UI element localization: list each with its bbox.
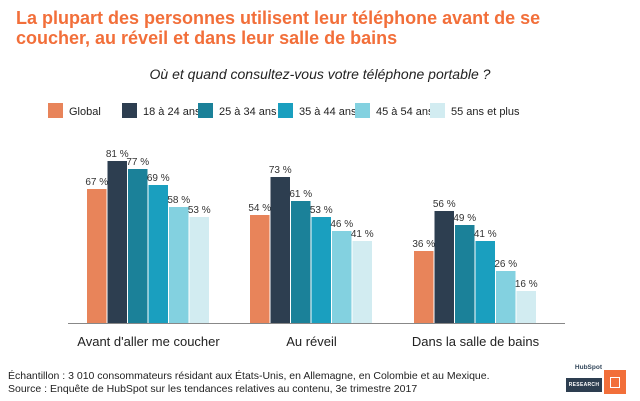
hubspot-research-logo: HubSpot RESEARCH: [566, 364, 626, 396]
bar: [107, 161, 127, 323]
legend-swatch: [122, 103, 137, 118]
legend-swatch: [278, 103, 293, 118]
legend-swatch: [198, 103, 213, 118]
bar: [311, 217, 331, 323]
chart-title: La plupart des personnes utilisent leur …: [16, 8, 541, 48]
bar: [516, 291, 536, 323]
bar: [189, 217, 209, 323]
bar-value-label: 26 %: [494, 259, 517, 270]
category-label: Au réveil: [286, 334, 337, 349]
bar-value-label: 16 %: [515, 279, 538, 290]
bar-value-label: 36 %: [412, 239, 435, 250]
chart-subtitle: Où et quand consultez-vous votre télépho…: [149, 66, 491, 82]
bar: [434, 211, 454, 323]
bar-value-label: 54 %: [248, 203, 271, 214]
category-label: Avant d'aller me coucher: [77, 334, 220, 349]
bar: [496, 271, 516, 323]
legend-swatch: [355, 103, 370, 118]
bar: [169, 207, 189, 323]
bar-value-label: 49 %: [453, 213, 476, 224]
bar: [87, 189, 107, 323]
bar-value-label: 46 %: [330, 219, 353, 230]
bar-value-label: 69 %: [147, 173, 170, 184]
legend-label: 18 à 24 ans: [143, 106, 201, 118]
bar-value-label: 53 %: [188, 205, 211, 216]
bar: [270, 177, 290, 323]
bar: [414, 251, 434, 323]
bar-value-label: 56 %: [433, 199, 456, 210]
bar: [128, 169, 148, 323]
bar-value-label: 61 %: [289, 189, 312, 200]
bar: [332, 231, 352, 323]
legend-label: Global: [69, 106, 101, 118]
bar-value-label: 41 %: [351, 229, 374, 240]
legend-label: 25 à 34 ans: [219, 106, 277, 118]
legend-swatch: [430, 103, 445, 118]
legend-label: 45 à 54 ans: [376, 106, 434, 118]
sample-footnote: Échantillon : 3 010 consommateurs résida…: [8, 370, 490, 382]
document-icon: [604, 370, 626, 394]
bar-value-label: 73 %: [269, 165, 292, 176]
logo-brand: HubSpot: [574, 364, 602, 371]
bar-value-label: 53 %: [310, 205, 333, 216]
legend-swatch: [48, 103, 63, 118]
bar-chart: Global 18 à 24 ans 25 à 34 ans 35 à 44 ans 4…: [48, 103, 565, 349]
bar: [475, 241, 495, 323]
logo-label: RESEARCH: [566, 378, 602, 392]
category-label: Dans la salle de bains: [412, 334, 540, 349]
bar-value-label: 41 %: [474, 229, 497, 240]
bar-value-label: 81 %: [106, 149, 129, 160]
bar: [291, 201, 311, 323]
legend-label: 35 à 44 ans: [299, 106, 357, 118]
bar: [148, 185, 168, 323]
source-footnote: Source : Enquête de HubSpot sur les tend…: [8, 383, 418, 395]
bar: [352, 241, 372, 323]
legend-label: 55 ans et plus: [451, 106, 520, 118]
bar: [250, 215, 270, 323]
bar-value-label: 67 %: [85, 177, 108, 188]
bar: [455, 225, 475, 323]
bar-value-label: 77 %: [126, 157, 149, 168]
bar-value-label: 58 %: [167, 195, 190, 206]
